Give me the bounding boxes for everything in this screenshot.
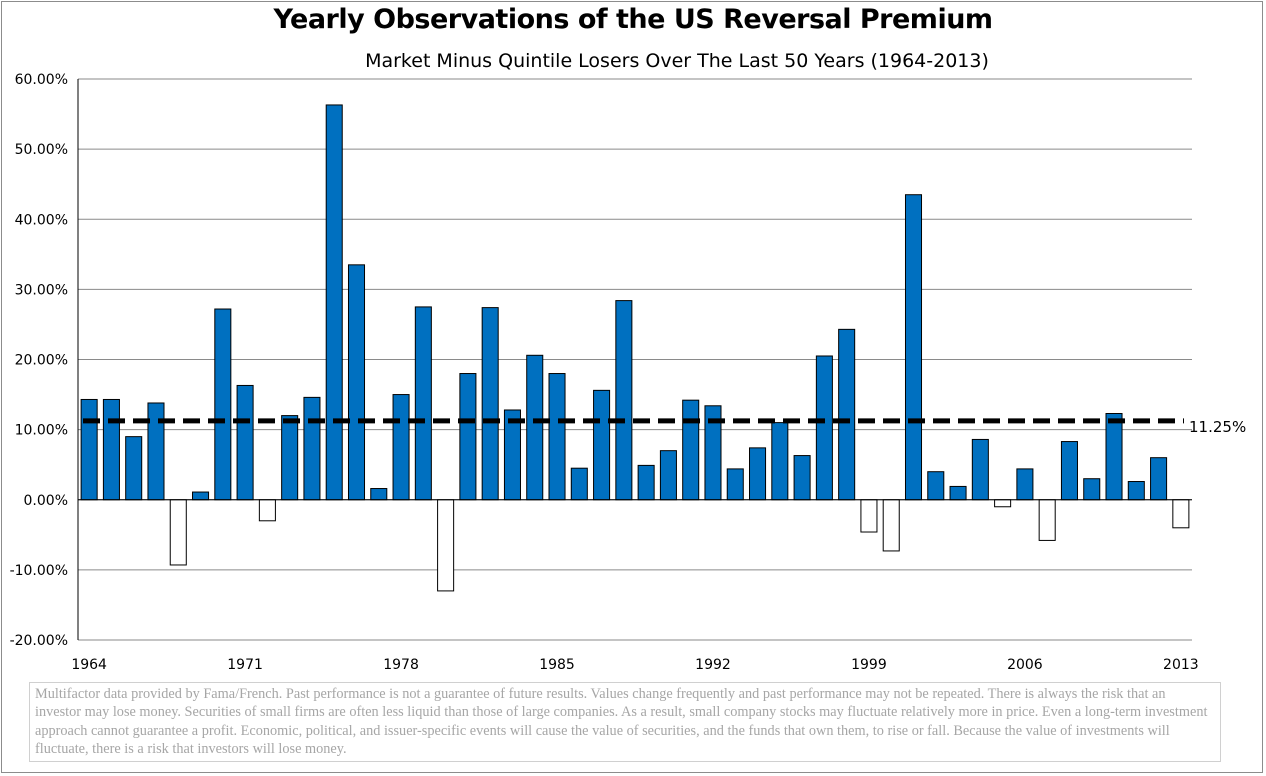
x-tick-label: 1971: [227, 657, 263, 673]
y-tick-label: 0.00%: [24, 493, 68, 509]
x-tick-label: 2006: [1007, 657, 1043, 673]
y-tick-label: 60.00%: [15, 72, 68, 88]
bar-1975: [325, 104, 343, 501]
x-tick-label: 1999: [851, 657, 887, 673]
bar-1988: [615, 300, 633, 501]
bar-2004: [971, 438, 989, 501]
x-tick-label: 1985: [539, 657, 575, 673]
y-tick-label: 10.00%: [15, 423, 68, 439]
bar-1969: [192, 491, 210, 501]
y-tick-label: -20.00%: [10, 633, 68, 649]
bar-1966: [125, 436, 143, 501]
bar-1993: [726, 468, 744, 501]
bar-1968: [169, 499, 187, 566]
y-tick-label: 50.00%: [15, 142, 68, 158]
bar-1971: [236, 384, 254, 501]
chart-subtitle: Market Minus Quintile Losers Over The La…: [365, 50, 989, 72]
bar-2013: [1172, 499, 1190, 529]
chart-title: Yearly Observations of the US Reversal P…: [273, 4, 993, 35]
y-tick-label: 40.00%: [15, 212, 68, 228]
bar-1973: [281, 415, 299, 501]
bar-2007: [1038, 499, 1056, 541]
bar-1976: [347, 264, 366, 501]
bar-1985: [548, 373, 566, 501]
bar-1980: [437, 499, 455, 592]
gridlines: [78, 78, 1192, 641]
y-tick-label: -10.00%: [10, 563, 68, 579]
bar-1978: [392, 394, 410, 501]
bars: [80, 104, 1190, 592]
disclaimer-text: Multifactor data provided by Fama/French…: [29, 682, 1221, 762]
bar-2008: [1060, 441, 1078, 501]
bar-1964: [80, 398, 98, 501]
bar-1995: [771, 422, 789, 501]
bar-1972: [258, 499, 276, 522]
bar-1983: [503, 409, 521, 501]
bar-1986: [570, 467, 588, 501]
bar-1984: [526, 354, 544, 501]
bar-2002: [927, 471, 945, 501]
y-tick-label: 20.00%: [15, 353, 68, 369]
bar-2000: [882, 499, 900, 552]
bar-1965: [102, 398, 120, 501]
bar-1991: [682, 399, 700, 501]
bar-2005: [994, 499, 1012, 508]
x-tick-label: 1992: [695, 657, 731, 673]
bar-2012: [1150, 457, 1168, 501]
bar-1998: [838, 328, 856, 501]
bar-1981: [459, 373, 477, 501]
x-tick-label: 1964: [71, 657, 107, 673]
x-tick-label: 1978: [383, 657, 419, 673]
bar-1982: [481, 307, 499, 501]
bar-2010: [1105, 413, 1123, 501]
bar-1997: [815, 355, 833, 501]
bar-1987: [593, 389, 611, 501]
bar-2003: [949, 485, 967, 501]
y-tick-label: 30.00%: [15, 282, 68, 298]
axes: [77, 79, 1192, 640]
bar-1990: [659, 450, 677, 501]
bar-1977: [370, 488, 388, 501]
x-tick-labels: 1964 1971 1978 1985 1992 1999 2006 2013: [71, 657, 1198, 673]
bar-1996: [793, 455, 811, 501]
bar-2001: [904, 194, 923, 501]
bar-1989: [637, 464, 655, 501]
y-tick-labels: 60.00% 50.00% 40.00% 30.00% 20.00% 10.00% 0.00…: [10, 72, 68, 649]
bar-2009: [1083, 478, 1101, 501]
bar-2011: [1127, 481, 1145, 501]
bar-1967: [147, 402, 165, 501]
x-tick-label: 2013: [1163, 657, 1199, 673]
bar-1999: [860, 499, 878, 533]
bar-2006: [1016, 468, 1034, 501]
average-line-group: 11.25%: [83, 418, 1246, 436]
bar-1970: [214, 308, 232, 501]
average-label: 11.25%: [1189, 418, 1246, 436]
bar-1994: [749, 447, 767, 501]
bar-1974: [303, 396, 321, 501]
bar-1979: [414, 306, 432, 501]
